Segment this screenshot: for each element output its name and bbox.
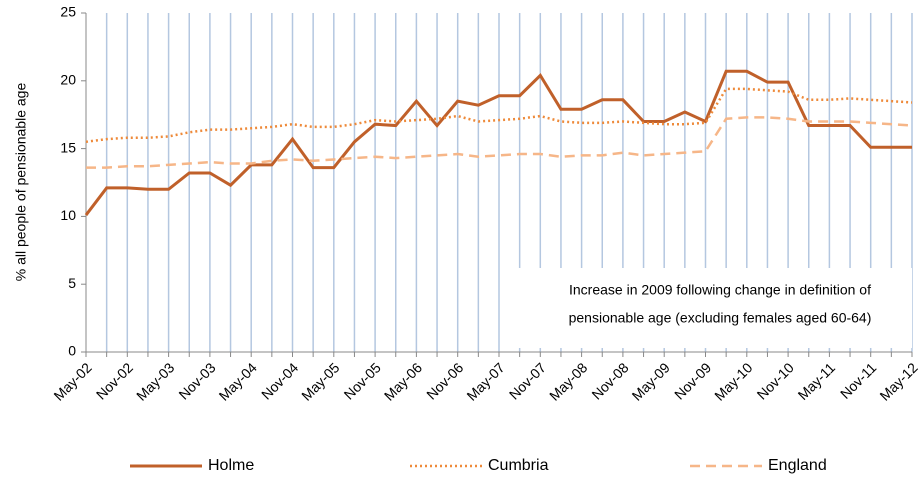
- x-tick-label: May-05: [298, 359, 342, 403]
- legend-label: Cumbria: [488, 457, 549, 474]
- x-tick-label: Nov-11: [837, 359, 880, 402]
- line: [84, 69, 912, 216]
- y-axis-label: % all people of pensionable age: [13, 83, 29, 282]
- legend-label: Holme: [208, 457, 254, 474]
- x-tick-label: Nov-07: [506, 359, 549, 402]
- x-tick-label: Nov-04: [258, 359, 301, 402]
- y-tick-label: 25: [60, 4, 76, 20]
- x-tick-label: May-08: [546, 359, 590, 403]
- line: [85, 87, 913, 144]
- y-tick-label: 20: [60, 72, 76, 88]
- x-tick-label: May-09: [629, 359, 673, 403]
- annotation: Increase in 2009 following change in def…: [569, 282, 871, 298]
- x-tick-label: May-06: [381, 359, 425, 403]
- x-tick-label: May-02: [50, 359, 94, 403]
- y-tick-label: 0: [68, 343, 76, 359]
- legend-label: England: [768, 457, 827, 474]
- x-tick-label: May-10: [711, 359, 755, 403]
- x-tick-label: Nov-09: [671, 359, 714, 402]
- x-tick-label: Nov-10: [754, 359, 797, 402]
- annotation-box: [517, 268, 912, 348]
- x-tick-label: Nov-05: [341, 359, 384, 402]
- y-tick-label: 15: [60, 139, 76, 155]
- x-tick-label: Nov-03: [175, 359, 218, 402]
- y-tick-label: 10: [60, 207, 76, 223]
- x-tick-label: May-07: [463, 359, 507, 403]
- x-tick-label: Nov-08: [588, 359, 631, 402]
- x-tick-label: May-03: [133, 359, 177, 403]
- x-tick-label: May-11: [795, 359, 839, 403]
- y-tick-label: 5: [68, 275, 76, 291]
- line: [86, 116, 913, 169]
- x-tick-label: Nov-06: [423, 359, 466, 402]
- x-tick-label: May-04: [216, 359, 260, 403]
- x-tick-label: May-12: [876, 359, 920, 403]
- annotation: pensionable age (excluding females aged …: [569, 310, 872, 326]
- x-tick-label: Nov-02: [93, 359, 136, 402]
